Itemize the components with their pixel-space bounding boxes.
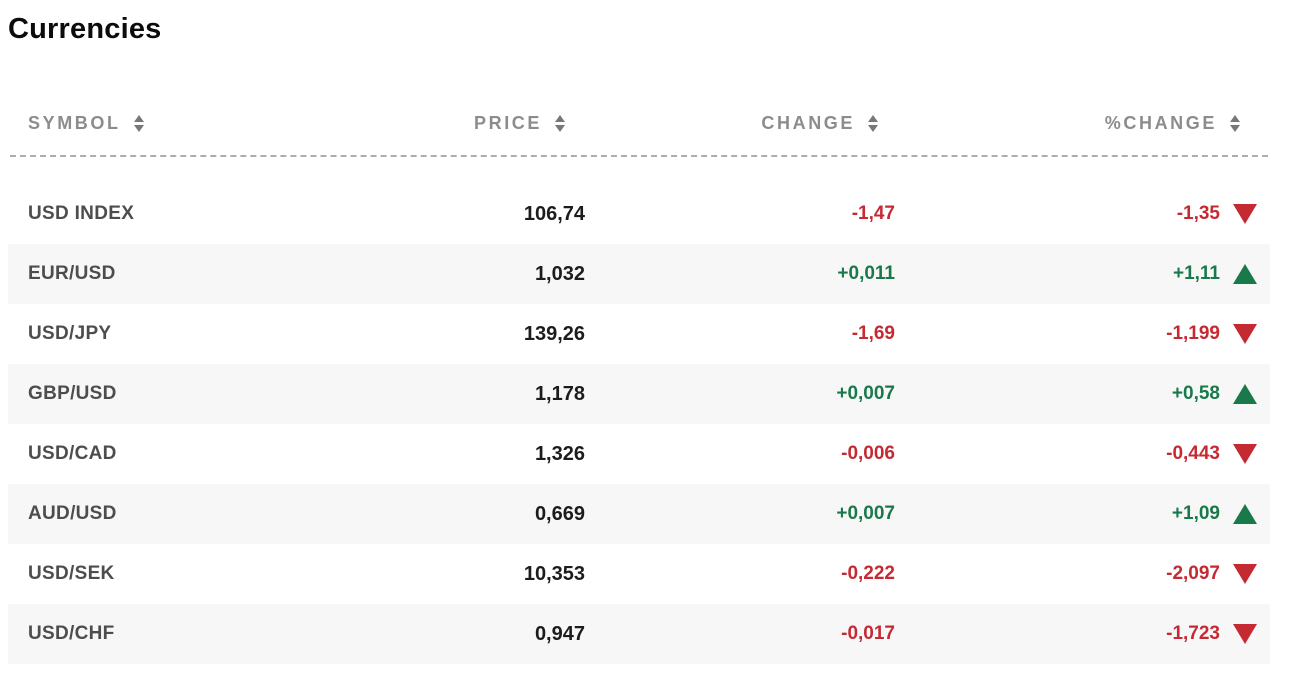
page-title: Currencies bbox=[8, 13, 162, 45]
price-cell: 1,178 bbox=[534, 382, 585, 405]
column-header-pct-change-label: %CHANGE bbox=[1104, 112, 1217, 133]
pct-change-cell: -1,199 bbox=[895, 323, 1270, 345]
column-header-change[interactable]: CHANGE bbox=[585, 113, 895, 134]
currencies-table: SYMBOL PRICE CHANGE %CHANGE USD INDEX 10… bbox=[8, 110, 1270, 664]
down-triangle-icon bbox=[1233, 564, 1257, 584]
price-cell: 1,032 bbox=[534, 262, 585, 285]
change-cell: -0,017 bbox=[841, 623, 895, 644]
sort-icon bbox=[555, 114, 565, 132]
change-cell: +0,011 bbox=[837, 263, 895, 284]
table-row[interactable]: USD INDEX 106,74 -1,47 -1,35 bbox=[8, 184, 1270, 244]
table-row[interactable]: USD/JPY 139,26 -1,69 -1,199 bbox=[8, 304, 1270, 364]
pct-change-cell: -1,723 bbox=[895, 623, 1270, 645]
pct-change-cell: +1,11 bbox=[895, 263, 1270, 285]
column-header-symbol-label: SYMBOL bbox=[28, 112, 121, 133]
change-cell: +0,007 bbox=[836, 503, 895, 524]
pct-change-value: +1,11 bbox=[1172, 263, 1220, 284]
pct-change-value: -1,35 bbox=[1176, 203, 1220, 224]
table-row[interactable]: EUR/USD 1,032 +0,011 +1,11 bbox=[8, 244, 1270, 304]
symbol-cell[interactable]: GBP/USD bbox=[28, 383, 117, 404]
sort-icon bbox=[868, 114, 878, 132]
pct-change-cell: +0,58 bbox=[895, 383, 1270, 405]
price-cell: 106,74 bbox=[523, 202, 585, 225]
sort-icon bbox=[133, 114, 144, 132]
price-cell: 1,326 bbox=[534, 442, 585, 465]
up-triangle-icon bbox=[1233, 264, 1257, 284]
symbol-cell[interactable]: USD/JPY bbox=[28, 323, 112, 344]
price-cell: 10,353 bbox=[523, 562, 585, 585]
table-row[interactable]: USD/CAD 1,326 -0,006 -0,443 bbox=[8, 424, 1270, 484]
change-cell: +0,007 bbox=[836, 383, 895, 404]
table-body: USD INDEX 106,74 -1,47 -1,35 EUR/USD 1,0… bbox=[8, 184, 1270, 664]
up-triangle-icon bbox=[1233, 504, 1257, 524]
column-header-change-label: CHANGE bbox=[761, 112, 855, 133]
symbol-cell[interactable]: USD/SEK bbox=[28, 563, 115, 584]
pct-change-cell: -0,443 bbox=[895, 443, 1270, 465]
table-row[interactable]: AUD/USD 0,669 +0,007 +1,09 bbox=[8, 484, 1270, 544]
price-cell: 0,669 bbox=[534, 502, 585, 525]
pct-change-cell: +1,09 bbox=[895, 503, 1270, 525]
column-header-price[interactable]: PRICE bbox=[368, 113, 585, 134]
up-triangle-icon bbox=[1233, 384, 1257, 404]
pct-change-value: -1,199 bbox=[1166, 323, 1220, 344]
pct-change-cell: -2,097 bbox=[895, 563, 1270, 585]
change-cell: -1,69 bbox=[851, 323, 895, 344]
pct-change-value: -0,443 bbox=[1166, 443, 1220, 464]
symbol-cell[interactable]: USD/CHF bbox=[28, 623, 115, 644]
header-divider bbox=[10, 155, 1268, 157]
symbol-cell[interactable]: USD/CAD bbox=[28, 443, 117, 464]
sort-icon bbox=[1230, 114, 1240, 132]
down-triangle-icon bbox=[1233, 624, 1257, 644]
symbol-cell[interactable]: USD INDEX bbox=[28, 203, 135, 224]
table-row[interactable]: GBP/USD 1,178 +0,007 +0,58 bbox=[8, 364, 1270, 424]
symbol-cell[interactable]: AUD/USD bbox=[28, 503, 117, 524]
column-header-symbol[interactable]: SYMBOL bbox=[8, 113, 368, 134]
pct-change-value: -2,097 bbox=[1166, 563, 1220, 584]
pct-change-value: +0,58 bbox=[1171, 383, 1220, 404]
price-cell: 0,947 bbox=[534, 622, 585, 645]
down-triangle-icon bbox=[1233, 204, 1257, 224]
column-header-pct-change[interactable]: %CHANGE bbox=[895, 113, 1270, 134]
pct-change-value: +1,09 bbox=[1171, 503, 1220, 524]
price-cell: 139,26 bbox=[523, 322, 585, 345]
change-cell: -0,006 bbox=[841, 443, 895, 464]
table-row[interactable]: USD/CHF 0,947 -0,017 -1,723 bbox=[8, 604, 1270, 664]
down-triangle-icon bbox=[1233, 324, 1257, 344]
change-cell: -0,222 bbox=[841, 563, 895, 584]
down-triangle-icon bbox=[1233, 444, 1257, 464]
symbol-cell[interactable]: EUR/USD bbox=[28, 263, 116, 284]
pct-change-value: -1,723 bbox=[1166, 623, 1220, 644]
table-header-row: SYMBOL PRICE CHANGE %CHANGE bbox=[8, 110, 1270, 136]
change-cell: -1,47 bbox=[851, 203, 895, 224]
pct-change-cell: -1,35 bbox=[895, 203, 1270, 225]
table-row[interactable]: USD/SEK 10,353 -0,222 -2,097 bbox=[8, 544, 1270, 604]
column-header-price-label: PRICE bbox=[473, 112, 542, 133]
